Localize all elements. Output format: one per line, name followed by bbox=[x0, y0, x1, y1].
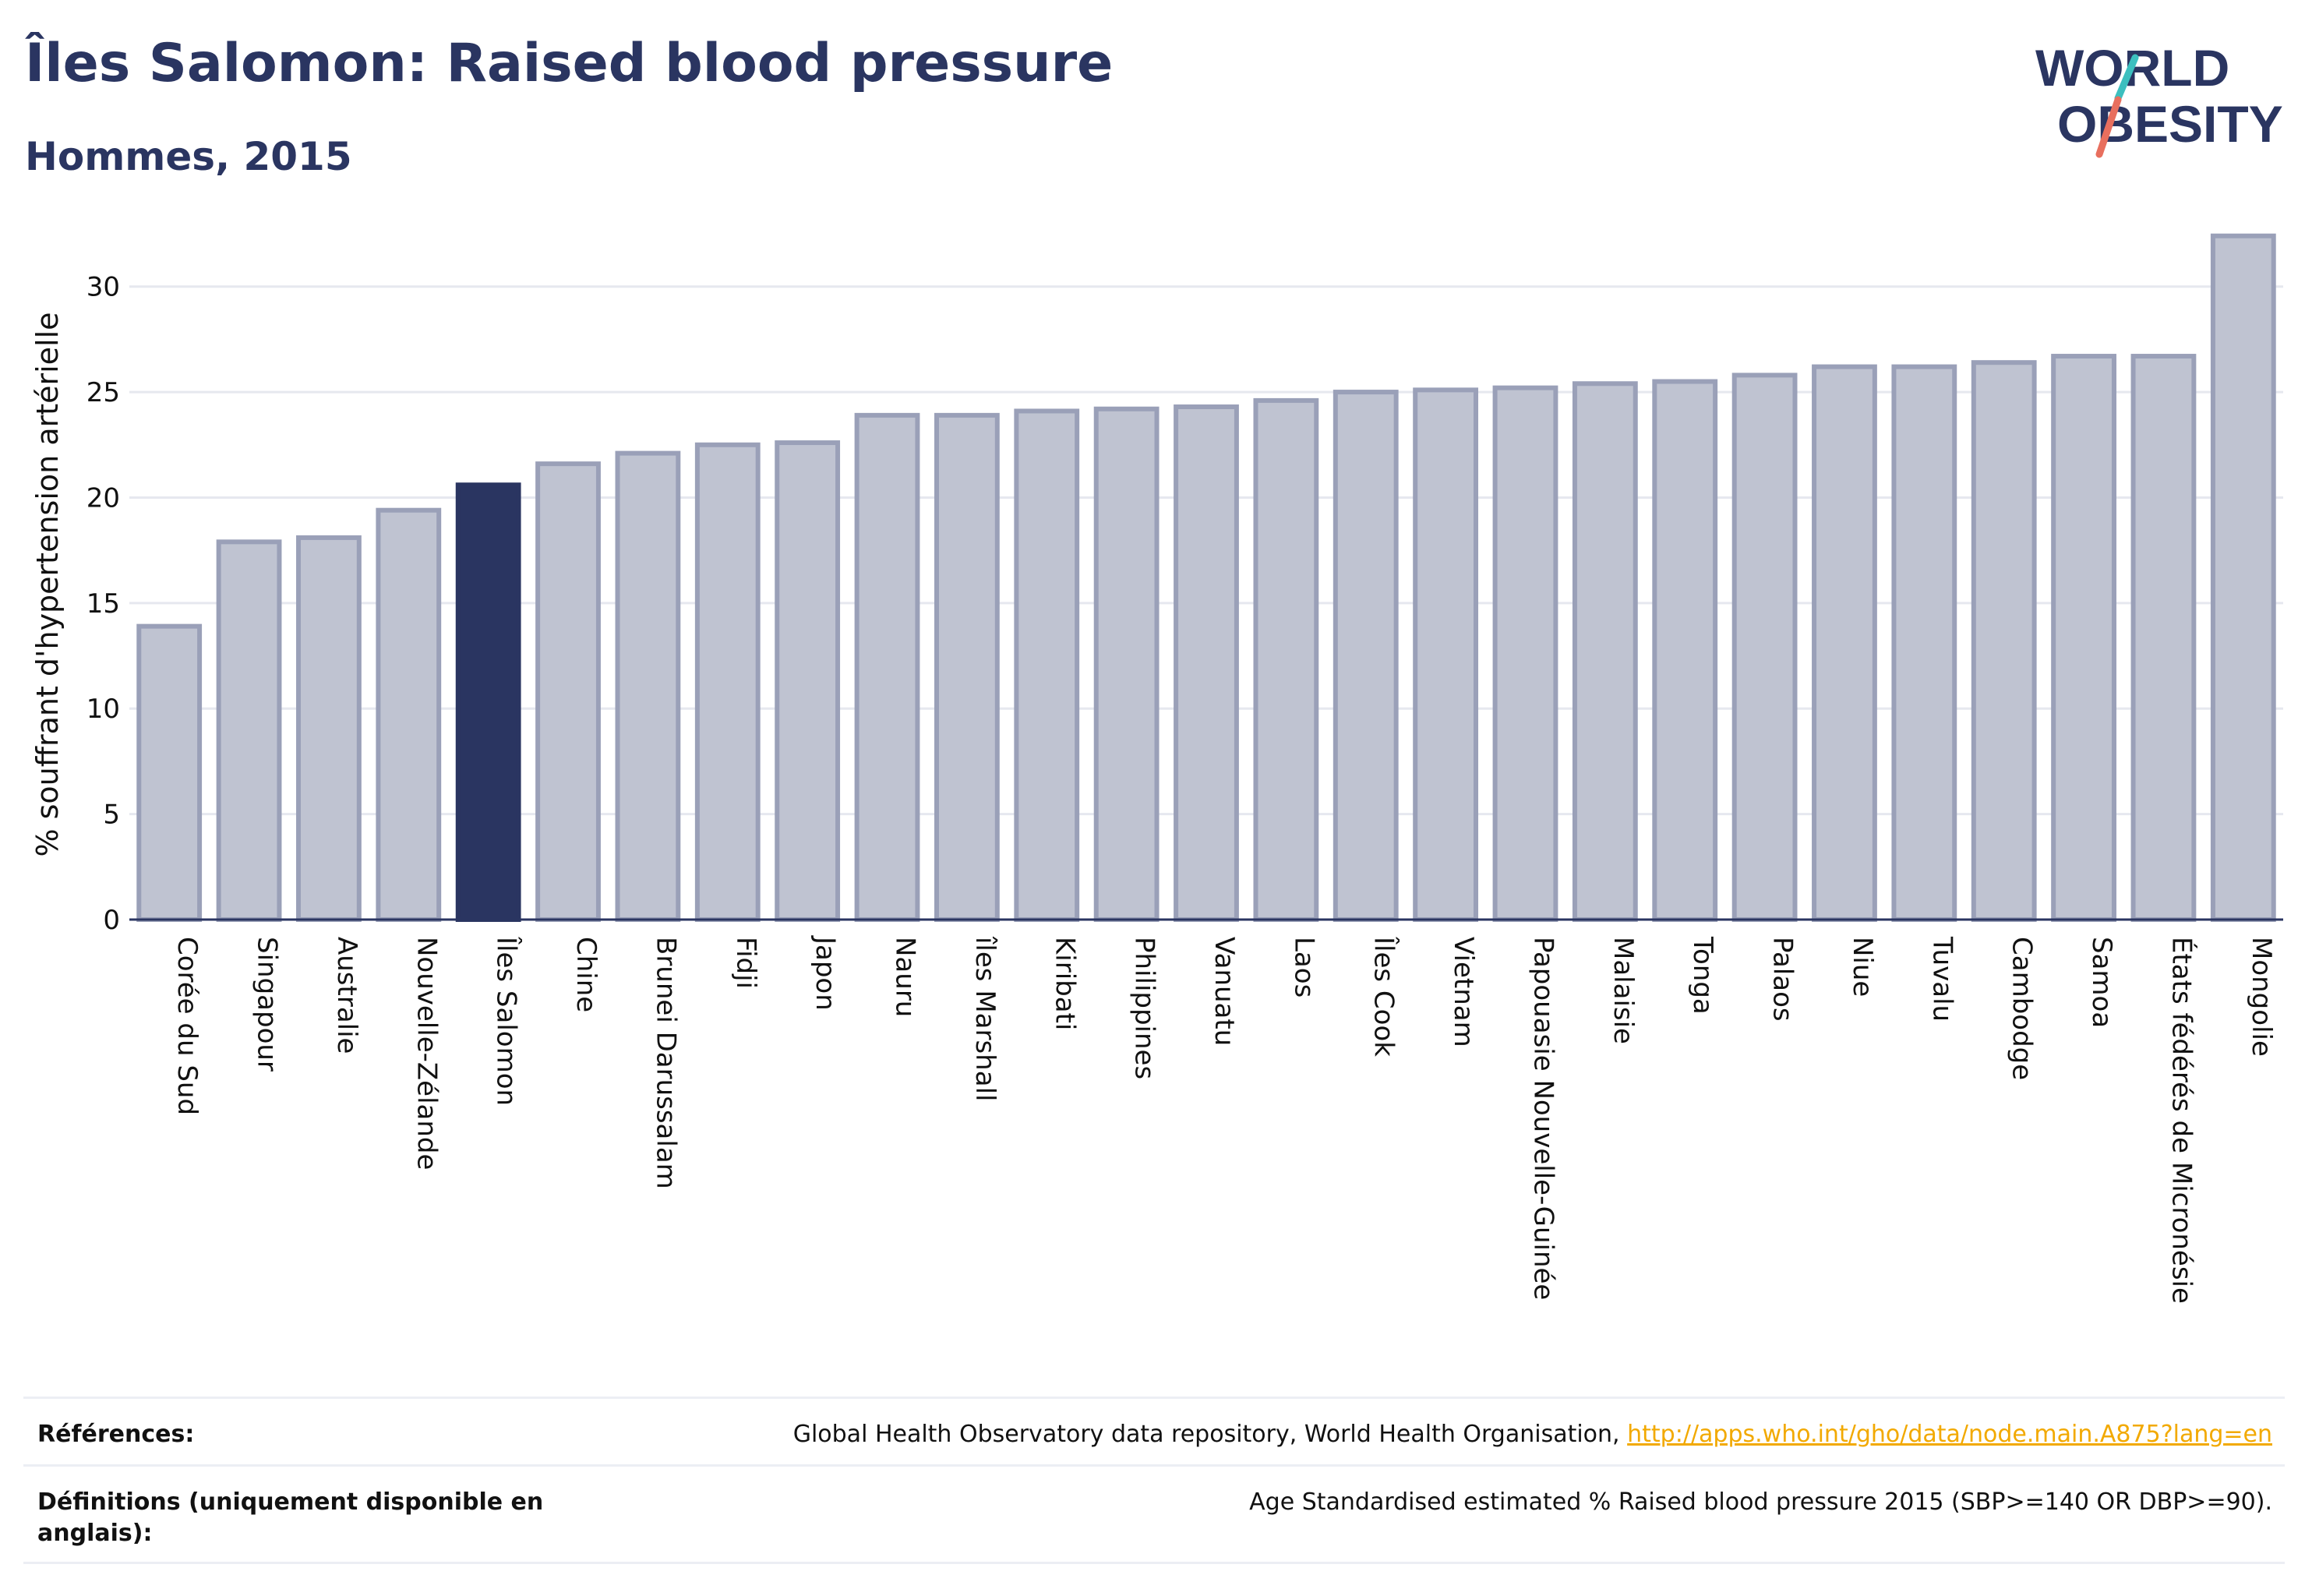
bar bbox=[1572, 381, 1638, 922]
x-tick-label: Tonga bbox=[1687, 936, 1718, 1015]
bar bbox=[1333, 390, 1399, 923]
bar bbox=[775, 440, 841, 922]
bar bbox=[1014, 408, 1080, 922]
x-tick-label: États fédérés de Micronésie bbox=[2166, 937, 2197, 1304]
bar bbox=[376, 507, 442, 922]
bar bbox=[694, 442, 761, 922]
x-tick-label: Nauru bbox=[890, 937, 921, 1017]
x-tick-labels: Corée du Sud Singapour Australie Nouvelle-Z… bbox=[171, 935, 2277, 1304]
references-text: Global Health Observatory data repositor… bbox=[793, 1399, 2285, 1450]
logo-line2: OBESITY bbox=[2057, 95, 2283, 153]
x-tick-label: Australie bbox=[331, 937, 362, 1054]
bar-chart: 0 5 10 15 20 25 30 Corée du Sud Singapour Austra… bbox=[30, 233, 2283, 1304]
x-tick-label: Îles Cook bbox=[1368, 936, 1400, 1057]
x-tick-label: Kiribati bbox=[1049, 937, 1080, 1030]
y-tick-label: 0 bbox=[103, 905, 120, 936]
bars bbox=[136, 233, 2276, 923]
y-tick-label: 25 bbox=[86, 377, 120, 408]
x-tick-label: Vanuatu bbox=[1209, 937, 1240, 1046]
bar bbox=[1174, 404, 1239, 922]
y-tick-label: 20 bbox=[86, 482, 120, 514]
definitions-label: Définitions (uniquement disponible en an… bbox=[37, 1488, 544, 1547]
x-tick-label: Philippines bbox=[1129, 937, 1160, 1079]
references-label: Références: bbox=[37, 1421, 195, 1448]
bar bbox=[615, 450, 681, 922]
bar bbox=[2051, 354, 2116, 922]
x-tick-label: Îles Salomon bbox=[491, 936, 523, 1106]
bar bbox=[934, 412, 1000, 922]
x-tick-label: Vietnam bbox=[1448, 937, 1479, 1047]
x-tick-label: Brunei Darussalam bbox=[650, 937, 681, 1189]
y-tick-label: 30 bbox=[86, 272, 120, 303]
chart-subtitle: Hommes, 2015 bbox=[25, 134, 352, 179]
x-tick-label: Laos bbox=[1288, 937, 1319, 998]
x-tick-label: Papouasie Nouvelle-Guinée bbox=[1527, 937, 1558, 1300]
x-tick-label: Mongolie bbox=[2246, 937, 2277, 1057]
bar bbox=[1492, 385, 1558, 922]
y-tick-labels: 0 5 10 15 20 25 30 bbox=[86, 272, 120, 936]
x-tick-label: Chine bbox=[570, 937, 602, 1012]
bar bbox=[296, 535, 362, 923]
bar bbox=[1253, 397, 1319, 922]
x-tick-label: Malaisie bbox=[1608, 937, 1639, 1044]
x-tick-label: Japon bbox=[810, 935, 841, 1011]
y-axis-label: % souffrant d'hypertension artérielle bbox=[30, 312, 65, 856]
x-tick-label: Samoa bbox=[2086, 937, 2117, 1028]
world-obesity-logo: WORLD OBESITY bbox=[2035, 39, 2283, 158]
logo-slash-bottom bbox=[2095, 96, 2122, 158]
x-tick-label: Singapour bbox=[252, 937, 283, 1072]
x-tick-label: Palaos bbox=[1767, 937, 1798, 1022]
x-tick-label: Corée du Sud bbox=[171, 937, 203, 1115]
y-tick-label: 5 bbox=[103, 800, 120, 831]
bar bbox=[1891, 364, 1957, 923]
bar bbox=[1971, 360, 2037, 922]
bar bbox=[136, 623, 203, 923]
bar bbox=[216, 539, 282, 922]
bar bbox=[1731, 373, 1798, 922]
references-table: Références: Global Health Observatory da… bbox=[23, 1396, 2285, 1564]
definitions-text: Age Standardised estimated % Raised bloo… bbox=[1249, 1488, 2272, 1516]
y-tick-label: 10 bbox=[86, 694, 120, 725]
x-tick-label: Cambodge bbox=[2007, 937, 2038, 1080]
x-tick-label: Nouvelle-Zélande bbox=[411, 937, 442, 1170]
bar bbox=[854, 412, 920, 922]
bar bbox=[1652, 379, 1718, 922]
bar bbox=[1413, 387, 1479, 923]
bar bbox=[535, 461, 601, 922]
references-link[interactable]: http://apps.who.int/gho/data/node.main.A… bbox=[1627, 1421, 2272, 1448]
x-tick-label: Niue bbox=[1847, 937, 1878, 997]
bar bbox=[2210, 233, 2276, 922]
references-row: Références: Global Health Observatory da… bbox=[23, 1396, 2285, 1464]
references-source: Global Health Observatory data repositor… bbox=[792, 1421, 1620, 1448]
definitions-row: Définitions (uniquement disponible en an… bbox=[23, 1464, 2285, 1564]
bar bbox=[1093, 406, 1160, 922]
x-tick-label: îles Marshall bbox=[969, 936, 1001, 1101]
y-tick-label: 15 bbox=[86, 588, 120, 620]
logo-slash-top bbox=[2114, 54, 2139, 102]
x-tick-label: Fidji bbox=[730, 937, 761, 989]
bar bbox=[1812, 364, 1877, 923]
bar bbox=[2130, 354, 2197, 922]
x-tick-label: Tuvalu bbox=[1926, 936, 1957, 1022]
chart-title: Îles Salomon: Raised blood pressure bbox=[25, 33, 1114, 94]
bar-highlight bbox=[455, 482, 521, 922]
